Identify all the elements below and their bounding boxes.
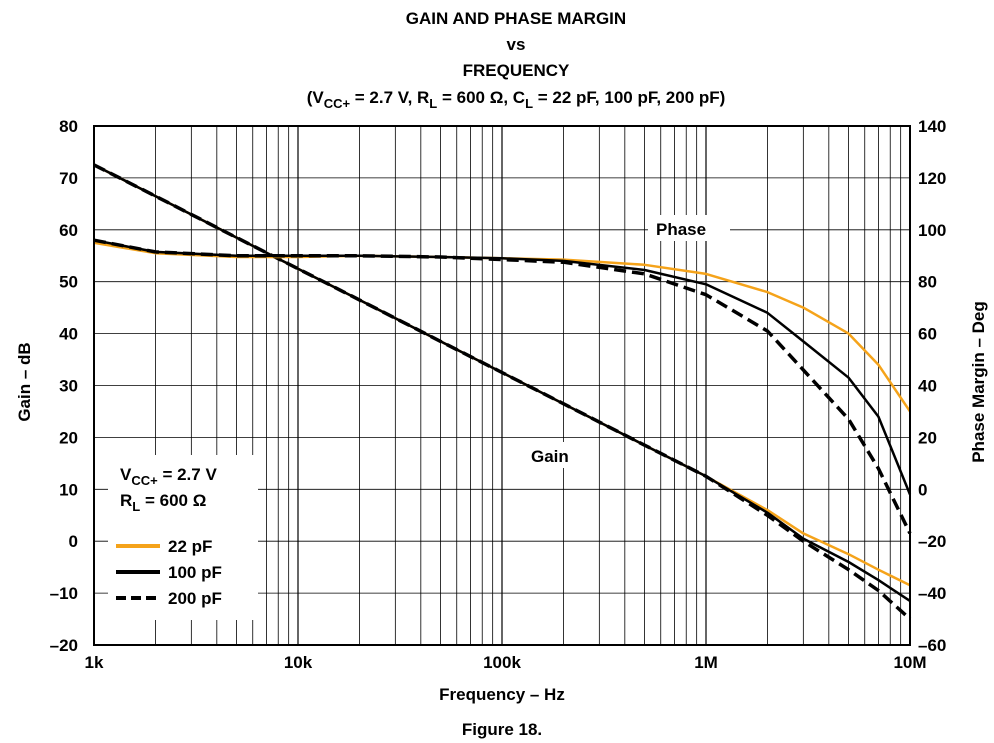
y-left-tick-label: 60	[59, 221, 78, 240]
y-left-tick-label: 20	[59, 428, 78, 447]
conditions-vcc-sub: CC+	[324, 96, 351, 111]
x-tick-label: 1k	[85, 653, 104, 672]
y-axis-right-label: Phase Margin – Deg	[969, 301, 988, 463]
conditions-rl-val: = 600 Ω, C	[437, 88, 525, 107]
y-left-tick-label: 0	[69, 532, 78, 551]
legend-label: 100 pF	[168, 563, 222, 582]
legend: 22 pF 100 pF 200 pF	[116, 537, 222, 608]
x-axis-label: Frequency – Hz	[439, 685, 565, 704]
y-right-tick-label: 60	[918, 325, 937, 344]
y-axis-left-label: Gain – dB	[15, 342, 34, 421]
y-right-tick-label: 120	[918, 169, 946, 188]
legend-box	[108, 455, 258, 620]
series	[93, 163, 912, 621]
conditions-open: (V	[307, 88, 325, 107]
y-left-tick-label: 50	[59, 273, 78, 292]
note-vcc-val: = 2.7 V	[158, 465, 218, 484]
tick-labels: 1k 10k 100k 1M 10M80706050403020100–10–20140…	[50, 117, 947, 672]
plot-frame	[93, 125, 911, 646]
y-left-tick-label: 30	[59, 377, 78, 396]
x-tick-label: 1M	[694, 653, 718, 672]
grid	[94, 125, 910, 646]
y-left-tick-label: 10	[59, 480, 78, 499]
series-line-gain	[93, 163, 912, 621]
chart-title-line-2: vs	[507, 35, 526, 54]
note-vcc-sub: CC+	[131, 473, 158, 488]
chart-conditions: (VCC+ = 2.7 V, RL = 600 Ω, CL = 22 pF, 1…	[307, 88, 726, 111]
note-rl: RL = 600 Ω	[120, 491, 206, 514]
gain-label-backdrop	[522, 442, 584, 468]
y-right-tick-label: –40	[918, 584, 946, 603]
phase-annotation: Phase	[656, 220, 706, 239]
conditions-cl-val: = 22 pF, 100 pF, 200 pF)	[533, 88, 725, 107]
x-tick-label: 10k	[284, 653, 313, 672]
series-line-phase	[93, 238, 912, 535]
y-right-tick-label: 20	[918, 428, 937, 447]
chart-title-line-1: GAIN AND PHASE MARGIN	[406, 9, 626, 28]
conditions-rl-sub: L	[429, 96, 437, 111]
y-right-tick-label: 40	[918, 377, 937, 396]
figure-caption: Figure 18.	[462, 720, 542, 739]
y-left-tick-label: 40	[59, 325, 78, 344]
y-right-tick-label: –60	[918, 636, 946, 655]
gain-annotation: Gain	[531, 447, 569, 466]
note-vcc-prefix: V	[120, 465, 132, 484]
legend-label: 22 pF	[168, 537, 212, 556]
x-tick-label: 100k	[483, 653, 521, 672]
chart-title-line-3: FREQUENCY	[463, 61, 570, 80]
conditions-vcc-val: = 2.7 V, R	[350, 88, 429, 107]
note-rl-sub: L	[132, 499, 140, 514]
note-vcc: VCC+ = 2.7 V	[120, 465, 217, 488]
y-left-tick-label: 80	[59, 117, 78, 136]
y-right-tick-label: 100	[918, 221, 946, 240]
y-left-tick-label: –10	[50, 584, 78, 603]
note-rl-prefix: R	[120, 491, 132, 510]
legend-label: 200 pF	[168, 589, 222, 608]
y-left-tick-label: 70	[59, 169, 78, 188]
y-right-tick-label: 0	[918, 480, 927, 499]
x-tick-label: 10M	[893, 653, 926, 672]
phase-label-backdrop	[648, 215, 730, 241]
y-right-tick-label: 140	[918, 117, 946, 136]
conditions-cl-sub: L	[525, 96, 533, 111]
y-left-tick-label: –20	[50, 636, 78, 655]
note-rl-val: = 600 Ω	[140, 491, 206, 510]
y-right-tick-label: –20	[918, 532, 946, 551]
y-right-tick-label: 80	[918, 273, 937, 292]
